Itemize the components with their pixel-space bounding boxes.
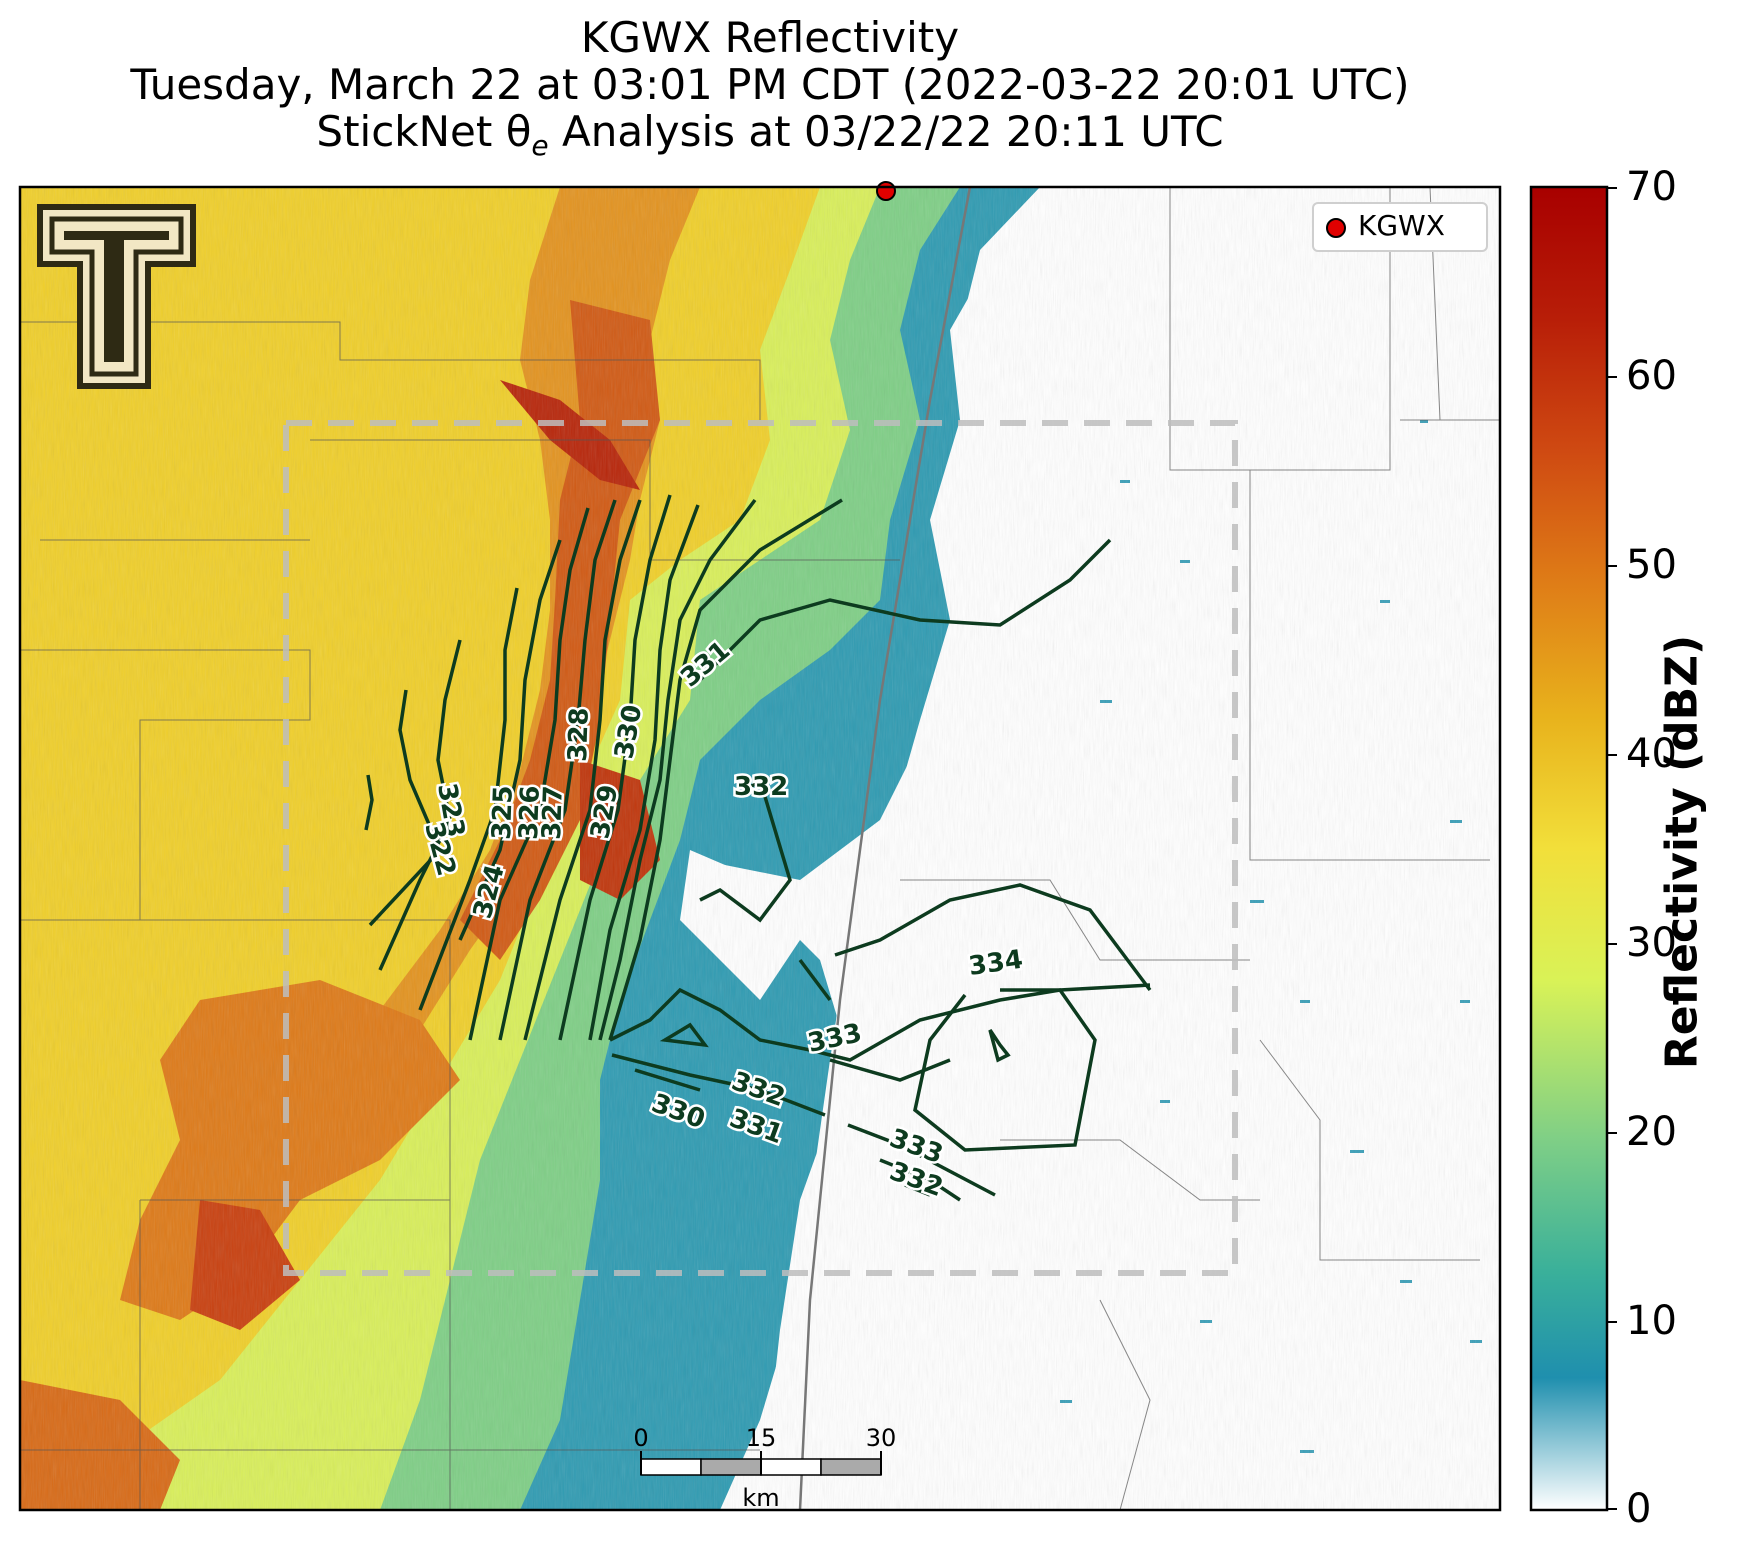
- contour-label-327: 327: [537, 785, 569, 840]
- theta-e-contours: [364, 494, 1152, 1202]
- contour-label-325: 325: [487, 785, 519, 840]
- map-frame: [18, 185, 1502, 1512]
- colorbar-title: Reflectivity (dBZ): [1656, 634, 1708, 1070]
- radar-site-marker: [876, 181, 896, 201]
- contour-label-330: 330: [609, 703, 648, 762]
- colorbar-tick-10: 10: [1626, 1298, 1677, 1344]
- scale-tick-30: 30: [865, 1424, 897, 1452]
- scale-bar: [640, 1451, 882, 1476]
- scale-tick-15: 15: [745, 1424, 777, 1452]
- contour-label-328: 328: [563, 707, 595, 762]
- colorbar-tick-0: 0: [1626, 1486, 1652, 1532]
- colorbar-tick-50: 50: [1626, 542, 1677, 588]
- contour-label-332: 332: [734, 772, 788, 802]
- colorbar-tick-30: 30: [1626, 920, 1677, 966]
- colorbar-tick-40: 40: [1626, 731, 1677, 777]
- scale-unit: km: [742, 1484, 780, 1512]
- plot-title: KGWX Reflectivity Tuesday, March 22 at 0…: [20, 14, 1520, 169]
- colorbar-ticks: [1607, 187, 1617, 1510]
- colorbar: [1529, 185, 1609, 1512]
- contour-label-326: 326: [514, 785, 546, 840]
- texas-tech-logo: [37, 204, 196, 389]
- title-radar: KGWX Reflectivity: [580, 13, 960, 62]
- colorbar-tick-60: 60: [1626, 353, 1677, 399]
- legend-marker: [1326, 218, 1346, 238]
- title-analysis: StickNet θe Analysis at 03/22/22 20:11 U…: [316, 107, 1224, 162]
- colorbar-tick-70: 70: [1626, 164, 1677, 210]
- title-datetime: Tuesday, March 22 at 03:01 PM CDT (2022-…: [130, 60, 1410, 109]
- legend-label: KGWX: [1358, 209, 1445, 242]
- analysis-domain-box: [283, 420, 1238, 1276]
- contour-labels: 331 330 328 329 327 326 325 323 322 324 …: [416, 633, 1027, 1206]
- legend: KGWX: [1312, 202, 1488, 252]
- state-boundary: [798, 186, 972, 1511]
- colorbar-tick-20: 20: [1626, 1109, 1677, 1155]
- scale-tick-0: 0: [633, 1424, 649, 1452]
